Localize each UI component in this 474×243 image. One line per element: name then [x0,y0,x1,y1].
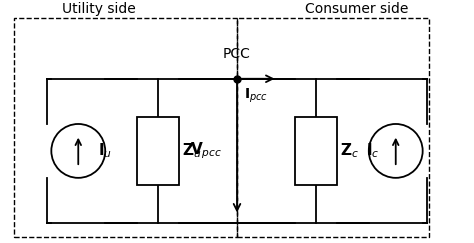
Text: Utility side: Utility side [62,2,136,16]
Bar [295,117,337,185]
Text: $\mathbf{Z}_u$: $\mathbf{Z}_u$ [182,142,201,160]
Text: $\mathbf{I}_{pcc}$: $\mathbf{I}_{pcc}$ [244,87,268,105]
Text: $\mathbf{I}_u$: $\mathbf{I}_u$ [98,142,112,160]
Bar [14,18,237,237]
Text: $\mathbf{Z}_c$: $\mathbf{Z}_c$ [340,142,359,160]
Text: $\mathbf{I}_c$: $\mathbf{I}_c$ [366,142,379,160]
Bar [137,117,179,185]
Text: Consumer side: Consumer side [305,2,408,16]
Text: PCC: PCC [223,47,251,61]
Text: $\mathbf{V}_{pcc}$: $\mathbf{V}_{pcc}$ [190,141,223,161]
Bar [237,18,429,237]
